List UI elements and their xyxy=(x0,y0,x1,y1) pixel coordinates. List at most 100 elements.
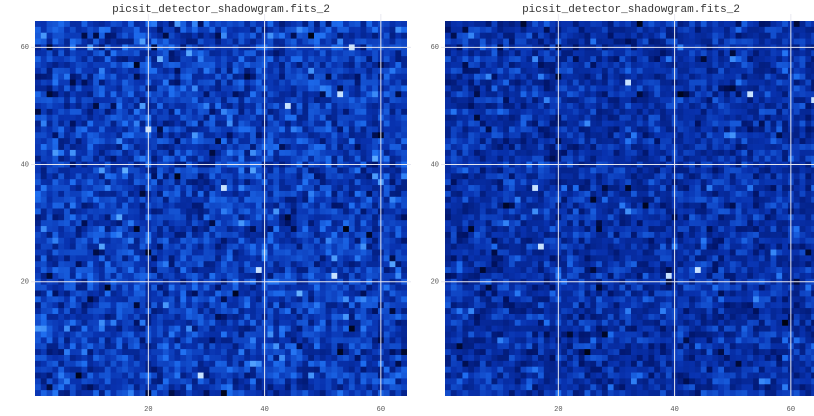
pixel xyxy=(302,272,309,280)
pixel xyxy=(706,67,713,75)
pixel xyxy=(354,208,361,215)
pixel xyxy=(128,91,135,98)
pixel xyxy=(209,144,216,151)
pixel xyxy=(226,62,234,69)
pixel xyxy=(93,220,100,227)
pixel xyxy=(186,173,193,180)
pixel xyxy=(215,32,222,39)
pixel xyxy=(75,237,82,245)
pixel xyxy=(642,73,649,80)
pixel xyxy=(203,79,210,86)
pixel xyxy=(110,237,117,245)
pixel xyxy=(337,220,344,227)
pixel xyxy=(279,32,286,39)
pixel xyxy=(273,366,280,373)
pixel xyxy=(712,50,719,57)
pixel xyxy=(209,190,216,198)
pixel xyxy=(221,313,228,321)
pixel xyxy=(116,173,123,180)
pixel xyxy=(572,91,580,98)
pixel xyxy=(290,214,297,221)
pixel xyxy=(302,32,309,39)
pixel xyxy=(116,313,123,321)
pixel xyxy=(93,372,100,379)
pixel xyxy=(35,255,42,262)
pixel xyxy=(168,313,175,321)
pixel xyxy=(197,190,204,198)
pixel xyxy=(168,32,175,39)
pixel xyxy=(348,267,356,274)
pixel xyxy=(75,202,82,209)
pixel xyxy=(625,21,632,28)
pixel xyxy=(273,155,280,163)
pixel xyxy=(395,302,402,309)
pixel xyxy=(395,56,402,63)
pixel xyxy=(543,85,551,92)
pixel xyxy=(157,325,164,332)
pixel xyxy=(98,62,106,69)
pixel xyxy=(157,26,164,34)
pixel xyxy=(770,67,777,75)
pixel xyxy=(116,126,123,133)
pixel xyxy=(93,290,100,297)
pixel xyxy=(215,331,222,338)
pixel xyxy=(110,354,117,362)
pixel xyxy=(162,120,170,127)
pixel xyxy=(81,173,88,180)
pixel xyxy=(319,73,327,80)
pixel xyxy=(331,226,338,233)
pixel xyxy=(180,190,187,198)
pixel xyxy=(337,231,344,239)
pixel xyxy=(302,173,309,180)
pixel xyxy=(98,349,106,356)
pixel xyxy=(162,108,170,116)
pixel xyxy=(168,231,175,239)
pixel xyxy=(354,196,361,204)
pixel xyxy=(753,50,760,57)
pixel xyxy=(753,21,760,28)
pixel xyxy=(642,50,649,57)
pixel xyxy=(561,32,568,39)
pixel xyxy=(215,360,222,368)
pixel xyxy=(308,208,315,215)
pixel xyxy=(186,302,193,309)
pixel xyxy=(215,132,222,139)
pixel xyxy=(607,21,614,28)
pixel xyxy=(706,21,713,28)
pixel xyxy=(58,79,65,86)
pixel xyxy=(590,26,597,34)
pixel xyxy=(226,97,234,104)
pixel xyxy=(468,91,475,98)
pixel xyxy=(497,62,504,69)
pixel xyxy=(116,85,123,92)
pixel xyxy=(360,32,367,39)
pixel xyxy=(226,196,234,204)
pixel xyxy=(325,372,332,379)
pixel xyxy=(180,38,187,45)
pixel xyxy=(162,319,170,327)
pixel xyxy=(677,97,684,104)
pixel xyxy=(180,378,187,385)
pixel xyxy=(81,214,88,221)
pixel xyxy=(75,149,82,157)
pixel xyxy=(348,319,356,327)
pixel xyxy=(401,114,407,122)
pixel xyxy=(139,313,146,321)
pixel xyxy=(157,308,164,315)
pixel xyxy=(491,38,498,45)
pixel xyxy=(343,50,350,57)
pixel xyxy=(162,32,170,39)
pixel xyxy=(110,79,117,86)
pixel xyxy=(168,261,175,268)
pixel xyxy=(162,38,170,45)
pixel xyxy=(122,319,129,327)
pixel xyxy=(174,325,181,332)
pixel xyxy=(93,108,100,116)
pixel xyxy=(197,155,204,163)
pixel xyxy=(677,32,684,39)
pixel xyxy=(799,62,806,69)
pixel xyxy=(133,243,141,250)
pixel xyxy=(168,185,175,192)
pixel xyxy=(331,237,338,245)
pixel xyxy=(337,196,344,204)
